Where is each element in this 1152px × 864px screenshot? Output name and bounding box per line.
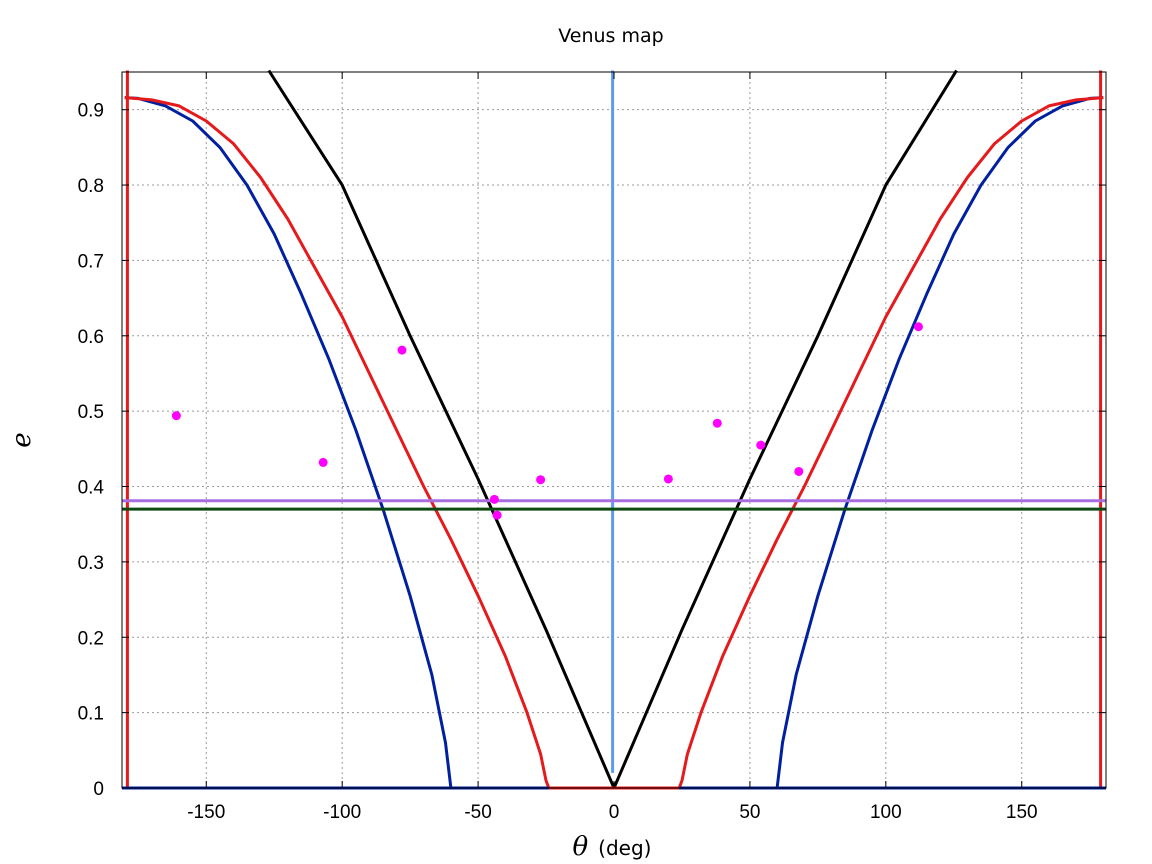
- x-tick-label: 50: [739, 802, 760, 823]
- scatter-point: [756, 440, 766, 450]
- scatter-layer: [171, 322, 923, 520]
- y-tick-label: 0.9: [78, 101, 104, 122]
- x-tick-label: -100: [323, 802, 361, 823]
- scatter-point: [913, 322, 923, 332]
- x-axis-label: θ (deg): [573, 832, 652, 862]
- scatter-point: [712, 418, 722, 428]
- series-layer: [122, 69, 1106, 790]
- y-tick-label: 0.8: [78, 176, 104, 197]
- y-tick-label: 0.3: [78, 553, 104, 574]
- y-tick-label: 0.6: [78, 327, 104, 348]
- scatter-point: [663, 474, 673, 484]
- y-tick-label: 0.1: [78, 704, 104, 725]
- x-tick-label: 100: [870, 802, 902, 823]
- x-tick-label: -50: [464, 802, 491, 823]
- x-tick-label: -150: [187, 802, 225, 823]
- scatter-point: [536, 475, 546, 485]
- y-tick-label: 0: [93, 779, 104, 800]
- y-tick-label: 0.2: [78, 628, 104, 649]
- x-axis-label-symbol: θ: [573, 832, 589, 862]
- scatter-point: [171, 411, 181, 421]
- scatter-point: [492, 510, 502, 520]
- scatter-point: [489, 494, 499, 504]
- y-tick-label: 0.4: [78, 478, 105, 499]
- y-axis-ticks: 0 0.1 0.2 0.3 0.4 0.5 0.6 0.7 0.8 0.9: [78, 101, 1106, 800]
- y-tick-label: 0.7: [78, 251, 104, 272]
- x-axis-label-unit: (deg): [598, 836, 651, 860]
- y-axis-label: e: [7, 432, 37, 447]
- scatter-point: [318, 457, 328, 467]
- y-tick-label: 0.5: [78, 402, 104, 423]
- chart-title: Venus map: [558, 25, 663, 47]
- scatter-point: [794, 466, 804, 476]
- x-axis-ticks: -150 -100 -50 0 50 100 150: [187, 72, 1038, 823]
- x-tick-label: 150: [1006, 802, 1038, 823]
- scatter-point: [397, 345, 407, 355]
- x-tick-label: 0: [609, 802, 620, 823]
